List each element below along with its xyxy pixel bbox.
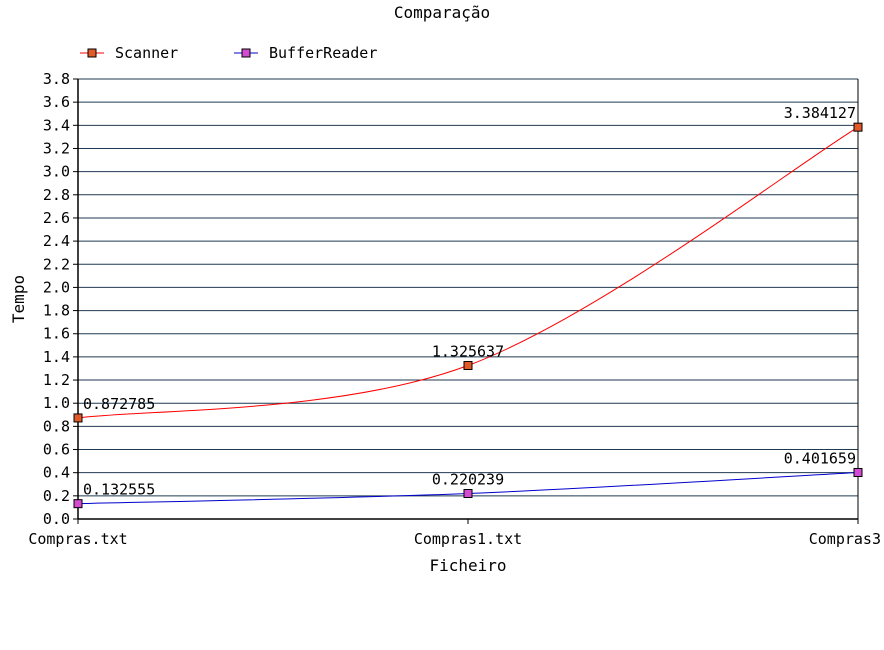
y-tick-label: 3.6 [43,93,70,111]
legend-item-scanner: Scanner [80,44,178,62]
y-tick-label: 0.6 [43,441,70,459]
data-label-bufferreader: 0.220239 [432,470,504,488]
y-tick-label: 2.6 [43,209,70,227]
x-tick-label: Compras1.txt [414,530,522,548]
data-label-scanner: 3.384127 [784,104,856,122]
legend: Scanner BufferReader [80,44,377,62]
y-tick-label: 3.0 [43,163,70,181]
legend-label-bufferreader: BufferReader [269,44,377,62]
data-label-scanner: 1.325637 [432,343,504,361]
y-tick-label: 2.0 [43,278,70,296]
y-tick-label: 0.0 [43,510,70,528]
data-point-bufferreader [463,488,473,498]
y-tick-label: 3.2 [43,139,70,157]
x-axis-ticks: Compras.txt Compras1.txt Compras3 [28,519,881,548]
legend-label-scanner: Scanner [115,44,178,62]
data-label-scanner: 0.872785 [83,395,155,413]
y-tick-label: 3.4 [43,116,70,134]
series-group: 0.872785 1.325637 3.384127 0.132555 0.220239… [73,104,863,509]
series-line-scanner [77,126,859,419]
y-tick-label: 0.8 [43,417,70,435]
data-point-bufferreader [73,499,83,509]
y-tick-label: 2.8 [43,186,70,204]
legend-marker-scanner [87,48,97,58]
data-label-bufferreader: 0.132555 [83,481,155,499]
y-tick-label: 2.2 [43,255,70,273]
y-tick-label: 1.4 [43,348,70,366]
legend-marker-bufferreader [241,48,251,58]
data-label-bufferreader: 0.401659 [784,449,856,467]
chart-title: Comparação [394,3,490,22]
y-tick-label: 3.8 [43,70,70,88]
y-tick-label: 1.2 [43,371,70,389]
gridlines [78,78,858,497]
data-point-scanner [463,361,473,371]
y-tick-label: 0.4 [43,464,70,482]
y-axis-ticks: 0.0 0.2 0.4 0.6 0.8 1.0 1.2 1.4 1.6 1.8 2.0 2.2 2.4 2… [43,70,78,528]
y-axis-label: Tempo [9,275,28,323]
x-axis-label: Ficheiro [429,556,506,575]
y-tick-label: 1.0 [43,394,70,412]
y-tick-label: 1.6 [43,325,70,343]
plot-frame [77,79,859,520]
x-tick-label: Compras.txt [28,530,127,548]
data-point-scanner [853,122,863,132]
legend-item-bufferreader: BufferReader [234,44,377,62]
y-tick-label: 1.8 [43,302,70,320]
x-tick-label: Compras3 [809,530,881,548]
data-point-scanner [73,413,83,423]
data-point-bufferreader [853,467,863,477]
y-tick-label: 2.4 [43,232,70,250]
y-tick-label: 0.2 [43,487,70,505]
